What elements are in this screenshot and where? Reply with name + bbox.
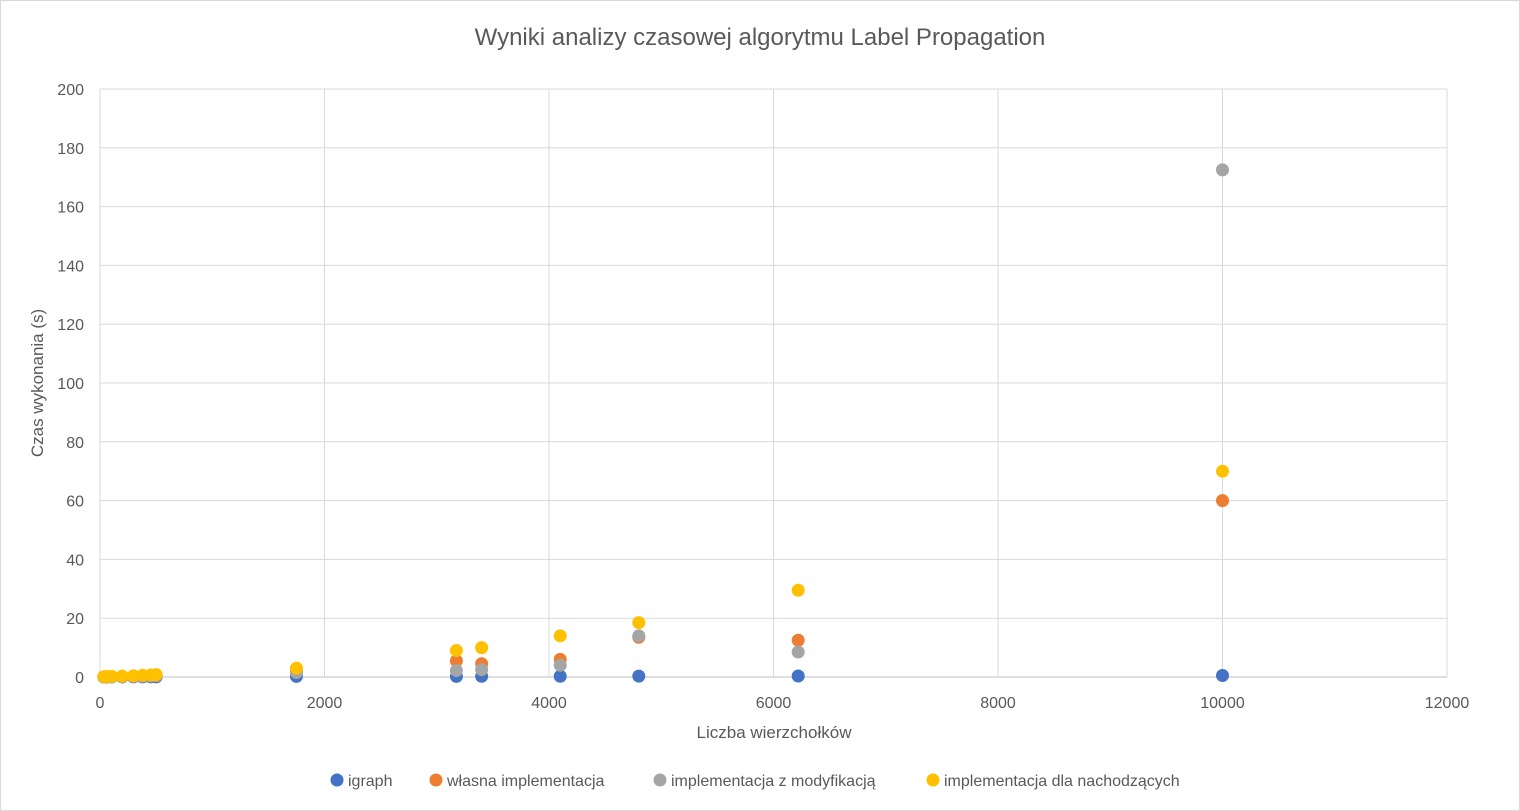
data-point [475,641,489,655]
gridlines [99,88,1448,678]
data-point [1216,669,1229,683]
legend-item: własna implementacja [429,773,605,790]
data-point [791,633,805,647]
data-point [289,661,303,675]
data-point [149,668,163,682]
legend: igraph własna implementacja implementacja … [330,773,1180,790]
legend-label: implementacja z modyfikacją [671,773,876,790]
data-point [632,629,646,643]
y-tick-label: 120 [57,317,84,334]
data-point [1216,163,1229,177]
data-point [115,669,129,683]
y-tick-label: 200 [57,82,84,99]
series-0 [97,669,1229,684]
x-axis-label: Liczba wierzchołków [697,723,853,742]
x-tick-label: 12000 [1425,695,1470,712]
legend-item: implementacja dla nachodzących [926,773,1180,790]
series-3 [97,464,1229,684]
data-point [105,669,119,683]
y-tick-label: 20 [66,611,84,628]
y-tick-labels: 0 20 40 60 80 100 120 140 160 180 200 [57,82,84,687]
data-point [791,645,805,659]
data-points [97,163,1229,684]
series-2 [97,163,1229,684]
data-point [632,616,646,630]
x-tick-label: 2000 [307,695,343,712]
data-point [449,664,463,678]
y-axis-label: Czas wykonania (s) [28,309,47,457]
legend-label: igraph [348,773,392,790]
data-point [553,629,567,643]
y-tick-label: 160 [57,200,84,217]
legend-label: własna implementacja [446,773,605,790]
y-tick-label: 0 [75,670,84,687]
x-tick-label: 0 [96,695,105,712]
data-point [1216,464,1229,478]
y-tick-label: 140 [57,258,84,275]
x-tick-label: 4000 [531,695,567,712]
y-tick-label: 60 [66,494,84,511]
data-point [553,669,567,683]
data-point [126,669,140,683]
data-point [791,583,805,597]
y-tick-label: 80 [66,435,84,452]
legend-item: igraph [330,773,392,790]
data-point [632,669,646,683]
legend-marker [330,773,344,787]
legend-item: implementacja z modyfikacją [653,773,876,790]
y-tick-label: 180 [57,141,84,158]
y-tick-label: 40 [66,552,84,569]
data-point [553,658,567,672]
chart-title: Wyniki analizy czasowej algorytmu Label … [475,24,1046,51]
legend-label: implementacja dla nachodzących [944,773,1180,790]
data-point [449,644,463,658]
data-point [791,669,805,683]
legend-marker [429,773,443,787]
series-1 [97,494,1229,684]
data-point [475,663,489,677]
data-point [1216,494,1229,508]
y-tick-label: 100 [57,376,84,393]
legend-marker [926,773,940,787]
x-tick-labels: 0 2000 4000 6000 8000 10000 12000 [96,695,1470,712]
x-tick-label: 6000 [756,695,792,712]
data-point [449,654,463,668]
x-tick-label: 10000 [1200,695,1245,712]
x-tick-label: 8000 [980,695,1016,712]
legend-marker [653,773,667,787]
